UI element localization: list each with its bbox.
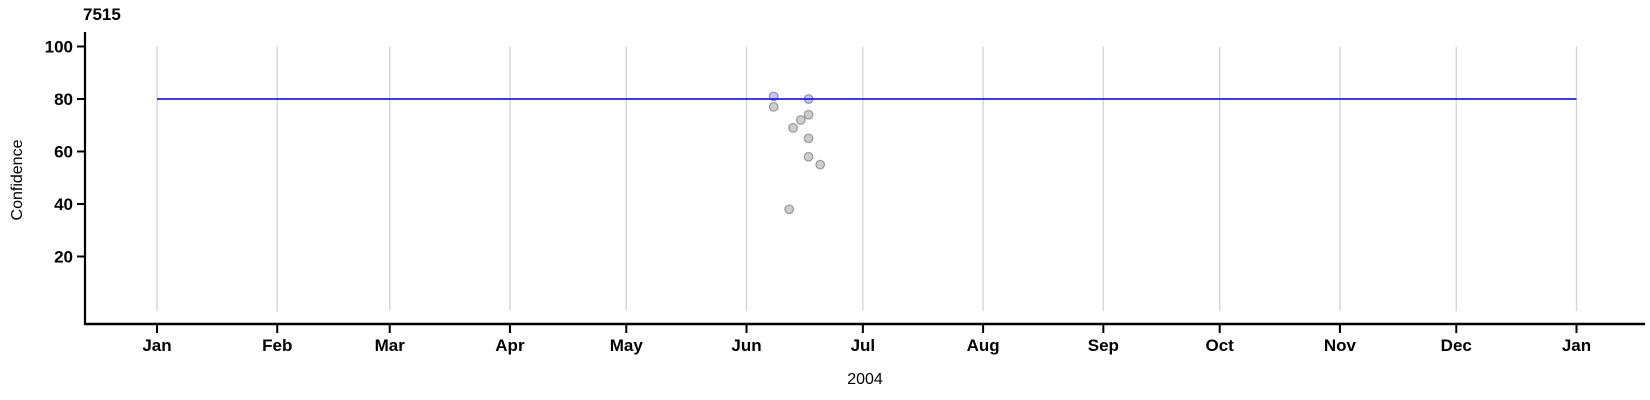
- y-tick-label: 100: [45, 38, 73, 57]
- y-tick-label: 20: [54, 248, 73, 267]
- y-axis-label: Confidence: [9, 139, 26, 220]
- chart-title: 7515: [83, 5, 121, 24]
- x-tick-label: Oct: [1206, 336, 1235, 355]
- data-point: [803, 109, 814, 120]
- x-tick-label: Feb: [262, 336, 292, 355]
- x-tick-label: Sep: [1088, 336, 1119, 355]
- data-point: [795, 115, 806, 125]
- data-point: [815, 159, 826, 170]
- data-point: [803, 151, 814, 162]
- x-axis-year-label: 2004: [847, 371, 883, 388]
- x-tick-label: Nov: [1324, 336, 1357, 355]
- x-tick-label: Jan: [1562, 336, 1591, 355]
- data-point: [784, 204, 795, 215]
- axes-layer: 100 80 60 40 20 Jan Feb Mar Apr May Jun Jul Aug Sep Oc…: [45, 32, 1645, 355]
- data-points-layer: [768, 91, 826, 215]
- x-tick-label: Jun: [731, 336, 761, 355]
- y-tick-label: 40: [54, 195, 73, 214]
- y-tick-label: 60: [54, 143, 73, 162]
- data-point: [803, 133, 814, 144]
- y-tick-label: 80: [54, 90, 73, 109]
- x-tick-label: Jul: [851, 336, 876, 355]
- x-tick-label: Apr: [495, 336, 525, 355]
- x-tick-label: Dec: [1441, 336, 1472, 355]
- x-tick-label: Aug: [967, 336, 1000, 355]
- gridline-layer: [156, 46, 1578, 311]
- data-point: [788, 122, 798, 133]
- x-tick-label: Jan: [142, 336, 171, 355]
- data-point: [768, 101, 779, 112]
- x-tick-label: Mar: [375, 336, 406, 355]
- x-tick-label: May: [610, 336, 644, 355]
